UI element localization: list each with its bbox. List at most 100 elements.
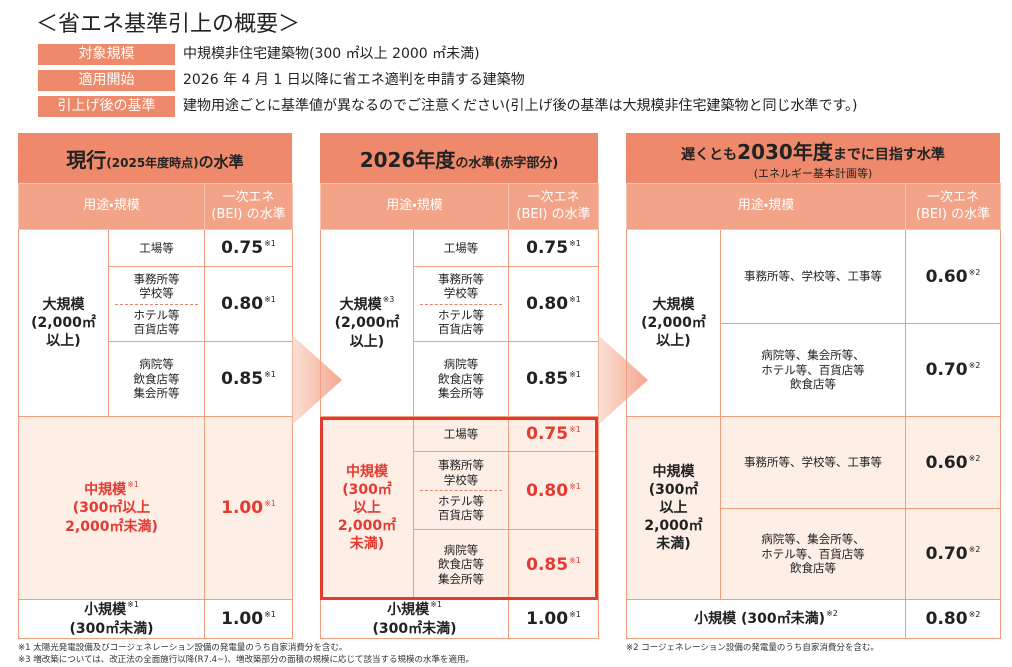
scale-name: 小規模 (300㎡未満)	[694, 611, 826, 628]
scale-row: 中規模※1 (300㎡以上 2,000㎡未満) 1.00※1	[17, 416, 294, 600]
bei-value: 1.00※1	[508, 599, 600, 639]
scale-size: (300㎡ 以上 2,000㎡ 未満)	[644, 481, 703, 553]
header-level: 一次エネ (BEI) の水準	[204, 183, 294, 230]
value: 0.75	[526, 424, 569, 444]
value-note: ※1	[569, 610, 581, 619]
header-row: 用途・規模 一次エネ (BEI) の水準	[625, 183, 1002, 230]
scale-size: (2,000㎡ 以上)	[641, 314, 706, 350]
value: 0.60	[925, 266, 968, 287]
summary-text: 建物用途ごとに基準値が異なるのでご注意ください(引上げ後の基準は大規模非住宅建築…	[183, 98, 858, 114]
value-note: ※1	[569, 295, 581, 304]
value-note: ※2	[968, 453, 981, 463]
bei-value: 0.75※1	[204, 229, 294, 267]
bei-value: 0.85※1	[508, 341, 600, 417]
header-level: 一次エネ (BEI) の水準	[905, 183, 1002, 230]
footnote: ※1 太陽光発電設備及びコージェネレーション設備の発電量のうち自家消費分を含む。	[18, 643, 348, 653]
panel-subtitle: (エネルギー基本計画等)	[753, 166, 873, 180]
use-cell: 事務所等 学校等 ホテル等 百貨店等	[412, 451, 510, 530]
use-name: 病院等 飲食店等 集会所等	[438, 542, 484, 586]
use-name: ホテル等 百貨店等	[420, 303, 503, 340]
standards-table: 用途・規模 一次エネ (BEI) の水準 大規模 (2,000㎡ 以上) 工場等 0.75…	[17, 183, 294, 639]
summary-label: 引上げ後の基準	[38, 96, 175, 117]
value-note: ※1	[569, 481, 581, 491]
use-cell: 病院等 飲食店等 集会所等	[107, 341, 206, 417]
title-part: までに目指す水準	[832, 146, 945, 163]
use-name: ホテル等 百貨店等	[115, 303, 199, 340]
title-part: 現行	[66, 147, 107, 172]
scale-name: 中規模	[346, 463, 388, 480]
bei-value: 0.85※1	[204, 341, 294, 417]
value: 0.85	[526, 369, 569, 389]
panel-title: 現行(2025年度時点)の水準	[18, 133, 292, 183]
use-name: 病院等、集会所等、 ホテル等、百貨店等 飲食店等	[761, 532, 865, 576]
bei-value: 0.80※2	[905, 599, 1002, 639]
value-note: ※1	[264, 239, 276, 248]
bei-value: 0.60※2	[905, 416, 1002, 509]
scale-row: 小規模 (300㎡未満)※2 0.80※2	[625, 599, 1002, 639]
value: 0.80	[526, 294, 569, 314]
use-cell: 病院等 飲食店等 集会所等	[412, 529, 510, 600]
standards-table: 用途・規模 一次エネ (BEI) の水準大規模 (2,000㎡ 以上) 事務所等、学校…	[625, 183, 1002, 639]
scale-label: 大規模※3 (2,000㎡ 以上)	[320, 229, 414, 417]
panel: 遅くとも2030年度までに目指す水準 (エネルギー基本計画等) 用途・規模 一次エネ …	[625, 133, 1002, 639]
scale-name: 大規模	[652, 296, 695, 313]
scale-label: 中規模 (300㎡ 以上 2,000㎡ 未満)	[320, 416, 414, 600]
use-name: 事務所等、学校等、工事等	[744, 455, 882, 470]
value: 0.70	[925, 360, 968, 380]
summary-label: 適用開始	[38, 70, 175, 91]
title-part: (2025年度時点)	[106, 155, 199, 170]
item-row: 病院等 飲食店等 集会所等 0.85※1	[321, 341, 600, 417]
panel-title-line: 遅くとも2030年度までに目指す水準	[681, 136, 945, 165]
use-cell: 病院等 飲食店等 集会所等	[412, 341, 510, 417]
item-row: 病院等 飲食店等 集会所等 0.85※1	[19, 341, 294, 417]
value-note: ※1	[569, 425, 581, 434]
scale-label: 中規模※1 (300㎡以上 2,000㎡未満)	[17, 416, 206, 600]
use-cell: 事務所等、学校等、工事等	[719, 229, 907, 324]
scale-label: 中規模 (300㎡ 以上 2,000㎡ 未満)	[626, 416, 721, 600]
scale-note: ※1	[127, 600, 139, 610]
panel: 現行(2025年度時点)の水準 用途・規模 一次エネ (BEI) の水準 大規模 (2,…	[17, 133, 294, 639]
value-note: ※2	[968, 610, 981, 619]
header-use: 用途・規模	[319, 183, 510, 230]
header-row: 用途・規模 一次エネ (BEI) の水準	[319, 183, 600, 230]
use-name: 病院等、集会所等、 ホテル等、百貨店等 飲食店等	[761, 348, 865, 392]
item-row: 事務所等 学校等 ホテル等 百貨店等 0.80※1	[19, 266, 294, 342]
panel: 2026年度の水準(赤字部分) 用途・規模 一次エネ (BEI) の水準 大規模※3 (…	[319, 133, 600, 639]
panel-title: 2026年度の水準(赤字部分)	[320, 133, 598, 183]
scale-size: (2,000㎡ 以上)	[334, 315, 400, 350]
use-cell: 事務所等、学校等、工事等	[719, 416, 907, 509]
header-level: 一次エネ (BEI) の水準	[508, 183, 600, 230]
scale-label: 大規模 (2,000㎡ 以上)	[18, 229, 109, 417]
value: 0.70	[925, 544, 968, 564]
scale-row: 小規模※1 (300㎡未満) 1.00※1	[17, 599, 294, 639]
item-row: 事務所等 学校等 ホテル等 百貨店等 0.80※1	[321, 266, 600, 342]
use-name: 病院等 飲食店等 集会所等	[438, 357, 484, 401]
scale-note: ※1	[430, 600, 442, 610]
use-cell: 病院等、集会所等、 ホテル等、百貨店等 飲食店等	[719, 323, 907, 417]
value: 0.85	[526, 554, 569, 575]
panel-title: 遅くとも2030年度までに目指す水準 (エネルギー基本計画等)	[626, 133, 1000, 183]
value: 0.85	[221, 369, 264, 389]
bei-value: 0.75※1	[508, 229, 600, 267]
footnote: ※3 増改築については、改正法の全面施行以降(R7.4~)、増改築部分の面積の規…	[18, 655, 474, 665]
use-cell: 病院等、集会所等、 ホテル等、百貨店等 飲食店等	[719, 508, 907, 600]
value: 0.80	[526, 480, 569, 501]
scale-size: (300㎡ 以上 2,000㎡ 未満)	[337, 481, 397, 553]
bei-value: 1.00※1	[204, 599, 294, 639]
title-part: 遅くとも	[681, 146, 738, 163]
scale-name: 中規模	[84, 482, 127, 499]
scale-name: 大規模	[339, 297, 382, 314]
summary-text: 中規模非住宅建築物(300 ㎡以上 2000 ㎡未満)	[183, 46, 480, 62]
value-note: ※2	[968, 361, 981, 370]
item-row: 大規模 (2,000㎡ 以上) 事務所等、学校等、工事等 0.60 ※2	[626, 229, 1002, 417]
value-note: ※1	[569, 239, 581, 248]
use-cell: 事務所等 学校等 ホテル等 百貨店等	[107, 266, 206, 342]
bei-value: 0.85※1	[508, 529, 600, 600]
value-note: ※1	[569, 370, 581, 379]
item-row: 中規模 (300㎡ 以上 2,000㎡ 未満) 工場等 0.75※1	[320, 416, 600, 600]
bei-value: 0.80※1	[508, 266, 600, 342]
scale-label: 小規模 (300㎡未満)※2	[625, 599, 907, 639]
value: 0.75	[526, 238, 569, 258]
title-part: の水準	[198, 152, 244, 171]
